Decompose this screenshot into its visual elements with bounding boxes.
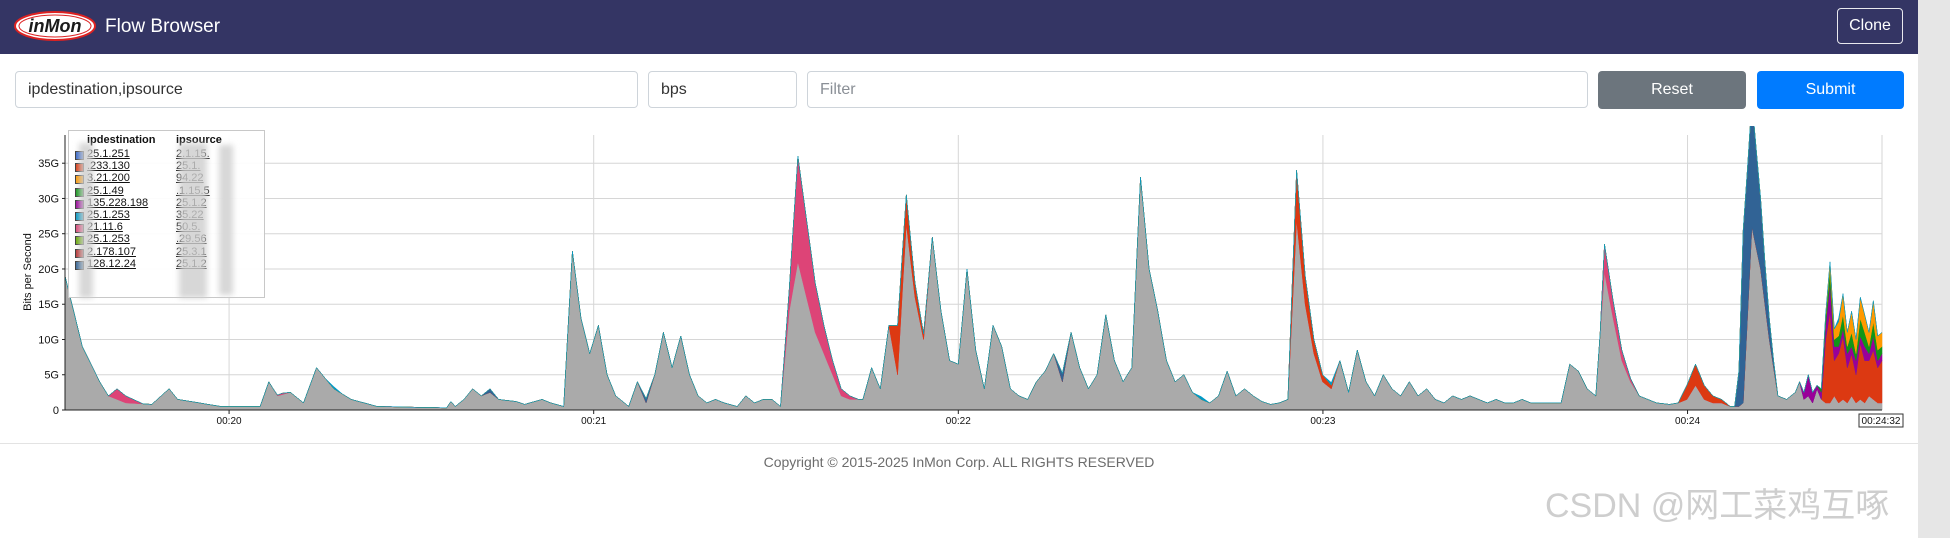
redaction-blur	[179, 143, 207, 298]
y-axis-label: Bits per Second	[22, 233, 34, 311]
clone-button[interactable]: Clone	[1837, 8, 1903, 44]
y-tick-label: 20G	[38, 264, 59, 276]
legend-dest-link[interactable]: 21.11.6	[87, 221, 123, 234]
redaction-blur	[219, 145, 233, 295]
filter-input[interactable]: Filter	[807, 71, 1588, 108]
x-tick-label: 00:22	[946, 416, 971, 427]
x-tick-label: 00:24	[1675, 416, 1700, 427]
x-tick-label: 00:23	[1310, 416, 1335, 427]
legend-dest-link[interactable]: 2.178.107	[87, 245, 136, 258]
legend-dest-link[interactable]: 135.228.198	[87, 196, 149, 209]
legend-dest-link[interactable]: 25.1.49	[87, 184, 124, 197]
footer-divider	[0, 443, 1918, 444]
copyright: Copyright © 2015-2025 InMon Corp. ALL RI…	[763, 454, 1155, 470]
series-area-7[interactable]	[64, 126, 1883, 409]
submit-button[interactable]: Submit	[1757, 71, 1904, 109]
y-tick-label: 35G	[38, 158, 59, 170]
y-tick-label: 15G	[38, 299, 59, 311]
legend-item[interactable]: 128.12.2425.1.2	[69, 258, 264, 273]
app-title: Flow Browser	[105, 16, 221, 37]
value-input[interactable]: bps	[648, 71, 797, 108]
y-tick-label: 30G	[38, 193, 59, 205]
stacked-areas	[64, 126, 1883, 411]
navbar: inMon Flow Browser Clone	[0, 0, 1918, 54]
x-tick-label: 00:20	[217, 416, 242, 427]
y-tick-label: 0	[53, 405, 59, 417]
y-ticks: 0 5G 10G 15G 20G 25G 30G 35G	[38, 158, 65, 417]
legend-dest-link[interactable]: 25.1.253	[87, 209, 130, 221]
scrollbar-gutter	[1918, 0, 1950, 538]
x-ticks: 00:20 00:21 00:22 00:23 00:24	[217, 410, 1700, 427]
reset-button[interactable]: Reset	[1598, 71, 1746, 109]
legend-dest-link[interactable]: 128.12.24	[87, 257, 136, 270]
legend-dest-link[interactable]: 25.1.251	[87, 148, 130, 160]
x-tick-label: 00:21	[581, 416, 606, 427]
logo-text: inMon	[29, 16, 82, 36]
watermark: CSDN @网工菜鸡互啄	[1545, 487, 1890, 525]
y-tick-label: 25G	[38, 229, 59, 241]
legend-dest-link[interactable]: 25.1.253	[87, 233, 130, 246]
keys-input[interactable]: ipdestination,ipsource	[15, 71, 638, 108]
end-time-box	[1858, 413, 1904, 428]
legend-dest-link[interactable]: 3.21.200	[87, 172, 130, 185]
end-time-label: 00:24:32	[1862, 416, 1901, 427]
legend: ipdestination ipsource 25.1.2512.1.15..2…	[68, 130, 265, 298]
legend-header-dest: ipdestination	[87, 134, 156, 146]
y-tick-label: 5G	[44, 370, 59, 382]
y-tick-label: 10G	[38, 334, 59, 346]
inmon-logo: inMon	[14, 11, 96, 41]
legend-dest-link[interactable]: .233.130	[87, 160, 130, 173]
axes	[64, 135, 1882, 411]
redaction-blur	[79, 143, 93, 298]
